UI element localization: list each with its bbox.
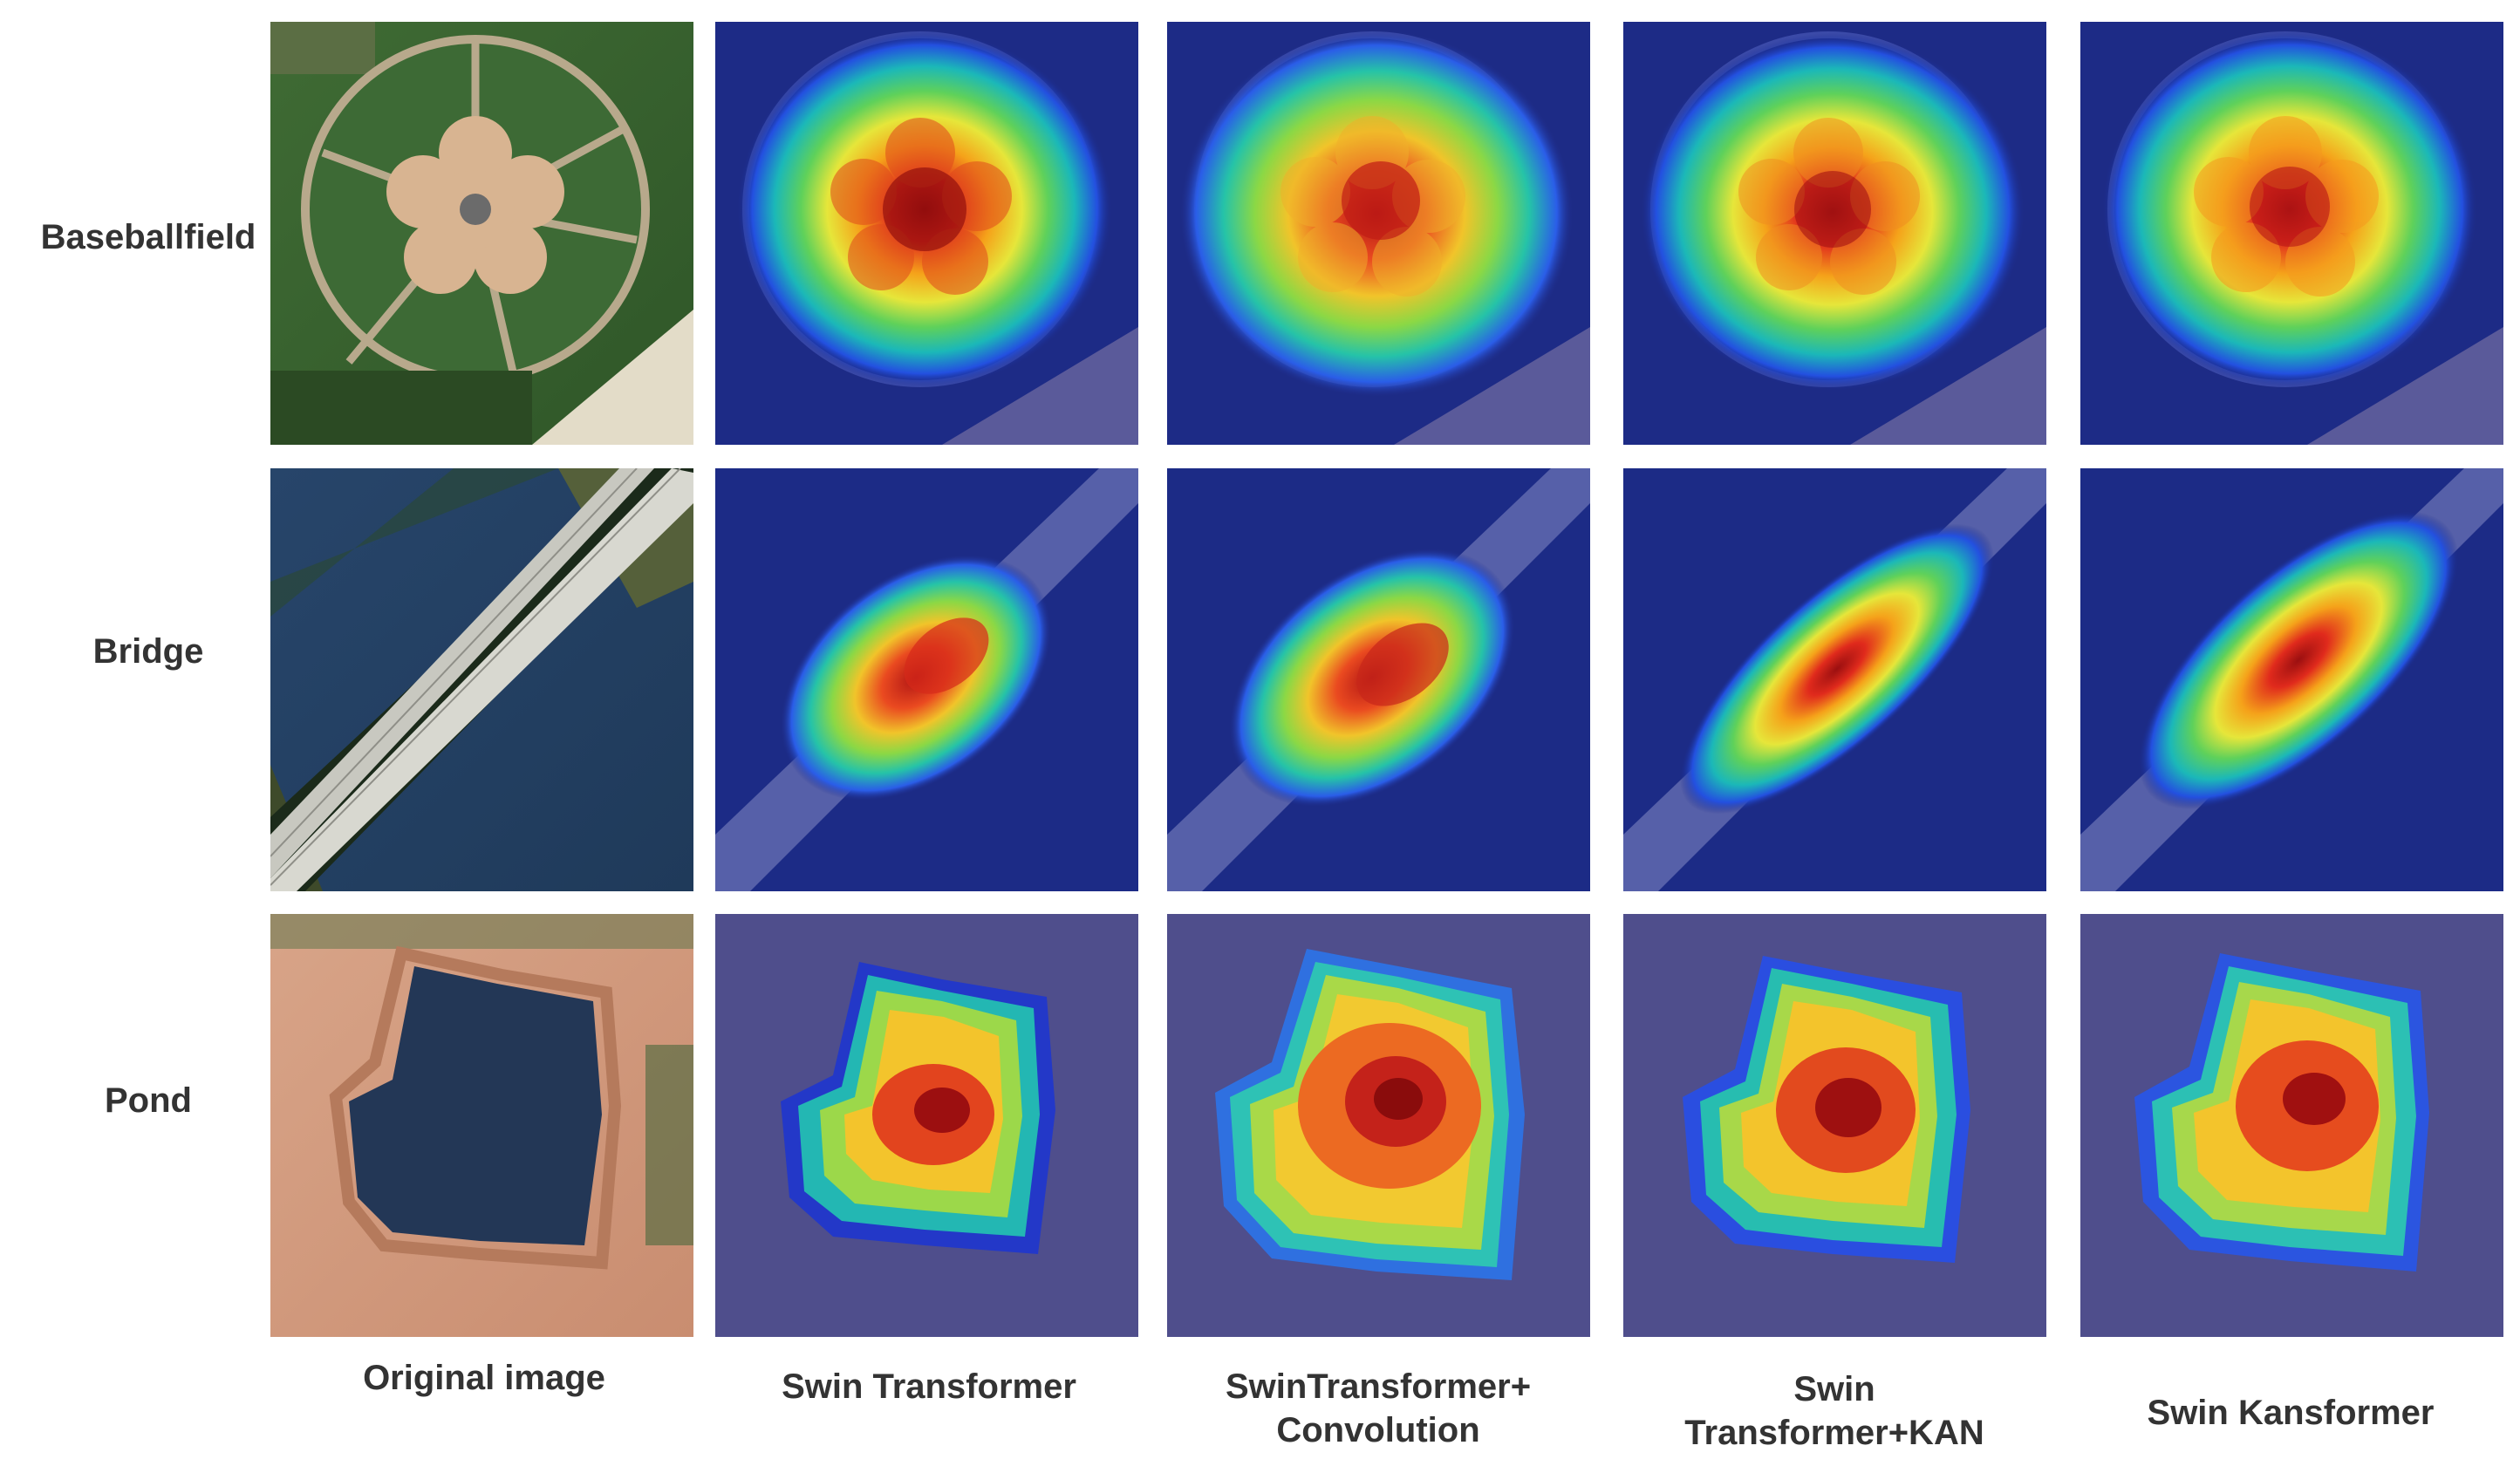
column-label-original-image: Original image	[257, 1356, 711, 1400]
column-label-line: Swin Kansformer	[2147, 1394, 2435, 1432]
column-label-line: SwinTransformer+	[1225, 1367, 1532, 1406]
heatmap-bridge-swin-transformer	[715, 468, 1138, 891]
heatmap-pond-swin-transformer-kan	[1623, 914, 2046, 1337]
image-bridge-original	[270, 468, 693, 891]
column-label-line: Original image	[363, 1359, 605, 1397]
column-label-line: Swin Transformer	[782, 1367, 1076, 1406]
row-label-bridge: Bridge	[92, 632, 204, 671]
heatmap-baseballfield-swin-kansformer	[2080, 22, 2503, 445]
heatmap-pond-swintransformer-convolution	[1167, 914, 1590, 1337]
heatmap-bridge-swintransformer-convolution	[1167, 468, 1590, 891]
image-baseballfield-original	[270, 22, 693, 445]
row-label-pond: Pond	[105, 1081, 192, 1120]
row-label-baseballfield: Baseballfield	[40, 218, 256, 256]
heatmap-bridge-swin-kansformer	[2080, 468, 2503, 891]
heatmap-baseballfield-swintransformer-convolution	[1167, 22, 1590, 445]
column-label-swintransformer-convolution: SwinTransformer+ Convolution	[1151, 1365, 1605, 1452]
column-label-line: Transformer+KAN	[1684, 1414, 1984, 1452]
heatmap-baseballfield-swin-transformer-kan	[1623, 22, 2046, 445]
column-label-swin-transformer-kan: Swin Transformer+KAN	[1608, 1367, 2061, 1455]
heatmap-pond-swin-transformer	[715, 914, 1138, 1337]
column-label-line: Convolution	[1276, 1411, 1480, 1449]
image-pond-original	[270, 914, 693, 1337]
heatmap-pond-swin-kansformer	[2080, 914, 2503, 1337]
heatmap-bridge-swin-transformer-kan	[1623, 468, 2046, 891]
column-label-line: Swin	[1793, 1370, 1875, 1408]
column-label-swin-kansformer: Swin Kansformer	[2064, 1391, 2517, 1435]
heatmap-baseballfield-swin-transformer	[715, 22, 1138, 445]
column-label-swin-transformer: Swin Transformer	[702, 1365, 1156, 1408]
